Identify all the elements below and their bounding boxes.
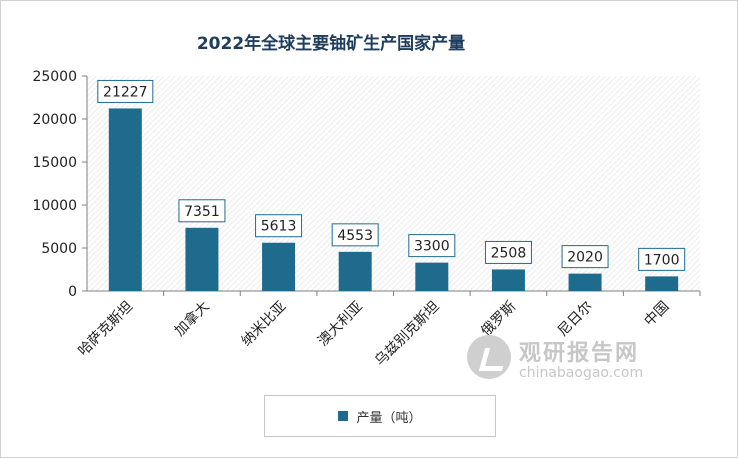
data-label: 2508 — [491, 245, 527, 261]
bar — [185, 227, 219, 291]
watermark: 观研报告网 chinabaogao.com — [467, 331, 667, 391]
y-tick-label: 0 — [68, 284, 77, 300]
y-tick-label: 5000 — [41, 241, 77, 257]
watermark-title: 观研报告网 — [519, 341, 640, 366]
data-label: 1700 — [644, 252, 680, 268]
x-tick-label: 纳米比亚 — [238, 299, 289, 350]
data-label: 4553 — [337, 228, 373, 244]
data-label-box — [178, 199, 226, 223]
data-label-box — [331, 223, 379, 247]
bar — [338, 251, 372, 291]
data-label: 2020 — [567, 250, 603, 266]
data-label-box — [484, 240, 532, 264]
watermark-logo-icon — [467, 335, 511, 379]
x-tick-label: 澳大利亚 — [315, 299, 366, 350]
data-label-box — [408, 234, 456, 258]
legend-swatch — [338, 411, 349, 421]
chart-title: 2022年全球主要铀矿生产国家产量 — [196, 34, 466, 54]
watermark-url: chinabaogao.com — [519, 365, 644, 381]
legend: 产量（吨） — [264, 395, 496, 437]
bar — [491, 269, 525, 291]
bar — [568, 273, 602, 291]
bar — [645, 276, 679, 291]
x-tick-label: 乌兹别克斯坦 — [372, 299, 443, 370]
y-tick-label: 25000 — [32, 69, 77, 85]
y-tick-label: 15000 — [32, 155, 77, 171]
bar — [262, 242, 296, 291]
data-label: 3300 — [414, 239, 450, 255]
x-tick-label: 哈萨克斯坦 — [75, 299, 136, 360]
data-label: 21227 — [103, 84, 148, 100]
y-tick-label: 20000 — [32, 112, 77, 128]
data-label-box — [97, 79, 154, 103]
y-tick-label: 10000 — [32, 198, 77, 214]
bar — [108, 108, 142, 291]
legend-label: 产量（吨） — [356, 410, 422, 426]
data-label: 5613 — [261, 219, 297, 235]
data-label-box — [255, 214, 303, 238]
data-label: 7351 — [184, 204, 220, 220]
data-label-box — [561, 245, 609, 269]
data-label-box — [638, 247, 686, 271]
x-tick-label: 加拿大 — [171, 298, 213, 340]
bar — [415, 262, 449, 291]
x-tick-label: 中国 — [641, 299, 672, 330]
